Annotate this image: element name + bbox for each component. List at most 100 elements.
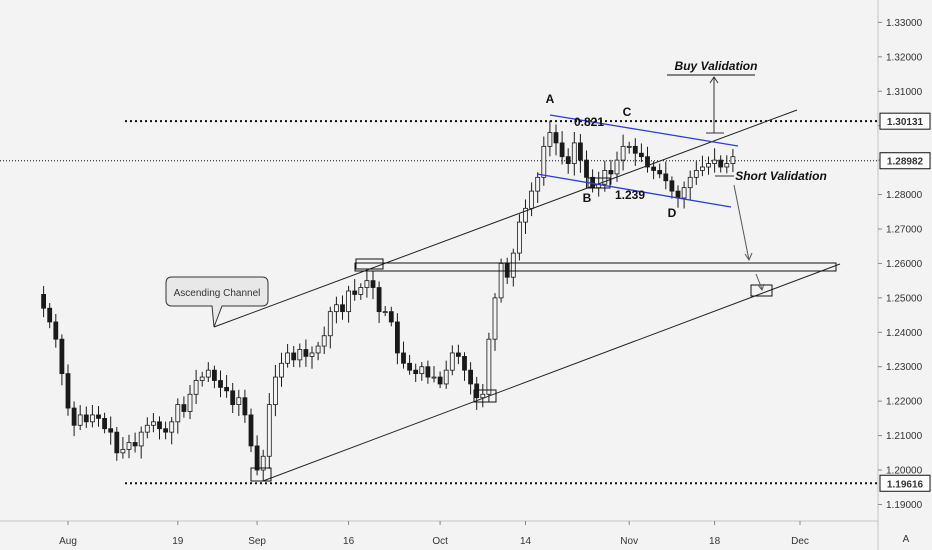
candle-body xyxy=(535,176,541,192)
candle-body xyxy=(449,352,455,371)
candle-body xyxy=(321,335,327,347)
candle-body xyxy=(388,311,394,323)
buy-arrow-head xyxy=(709,76,719,84)
support-zone xyxy=(354,262,837,272)
x-tick-label: Nov xyxy=(620,536,638,547)
candle-body xyxy=(474,383,480,399)
price-level-label: 1.28982 xyxy=(887,157,924,168)
candle-body xyxy=(486,338,492,395)
target-box xyxy=(750,284,773,297)
candle-body xyxy=(626,145,632,148)
candle-body xyxy=(700,166,705,171)
candle-body xyxy=(114,431,120,454)
candle-body xyxy=(602,170,608,185)
candle-body xyxy=(248,414,254,447)
candle-body xyxy=(163,428,169,433)
candle-body xyxy=(358,287,364,295)
candle-body xyxy=(462,356,467,371)
y-tick-label: 1.19000 xyxy=(886,500,923,511)
channel-lower-line xyxy=(262,263,841,482)
candle-body xyxy=(108,428,114,433)
x-tick-label: 16 xyxy=(343,536,355,547)
label-point-b: B xyxy=(583,191,592,205)
x-tick-label: 18 xyxy=(709,536,721,547)
y-tick-label: 1.32000 xyxy=(886,52,923,63)
candle-body xyxy=(419,366,425,375)
y-tick-label: 1.24000 xyxy=(886,328,923,339)
candle-body xyxy=(327,311,333,337)
candle-body xyxy=(718,159,724,168)
y-tick-label: 1.28000 xyxy=(886,190,923,201)
candle-body xyxy=(547,132,553,147)
candle-body xyxy=(657,170,663,175)
candle-body xyxy=(96,414,101,419)
price-level-badge xyxy=(879,152,931,170)
candle-body xyxy=(382,311,388,314)
candle-body xyxy=(578,142,583,161)
candle-body xyxy=(693,170,699,178)
candle-body xyxy=(510,252,516,278)
price-level-badge xyxy=(879,112,931,130)
candle-body xyxy=(455,352,461,357)
pivot-box xyxy=(355,258,384,270)
candle-body xyxy=(333,304,339,313)
candle-body xyxy=(266,404,272,457)
candle-body xyxy=(138,431,144,447)
y-tick-label: 1.26000 xyxy=(886,259,923,270)
candle-body xyxy=(370,280,376,288)
candle-body xyxy=(431,376,437,379)
candle-body xyxy=(315,345,321,354)
candle-body xyxy=(260,455,266,471)
candle-body xyxy=(394,321,400,354)
x-tick-label: 14 xyxy=(520,536,532,547)
candle-body xyxy=(340,304,345,313)
candle-body xyxy=(47,307,53,323)
candle-body xyxy=(364,280,370,288)
label-point-d: D xyxy=(668,206,677,220)
candle-body xyxy=(297,349,303,361)
candle-body xyxy=(645,156,650,168)
candle-body xyxy=(724,163,730,168)
x-tick-label: Sep xyxy=(248,536,266,547)
candle-body xyxy=(492,297,498,340)
y-tick-label: 1.20000 xyxy=(886,466,923,477)
candle-body xyxy=(517,221,522,254)
candle-body xyxy=(651,166,656,171)
candle-body xyxy=(553,132,559,144)
candle-body xyxy=(199,376,205,381)
price-level-label: 1.30131 xyxy=(887,117,924,128)
candle-body xyxy=(187,393,193,412)
candle-body xyxy=(541,145,547,178)
x-tick-label: Dec xyxy=(791,536,809,547)
candle-body xyxy=(559,142,565,158)
x-tick-label: Oct xyxy=(432,536,448,547)
candle-body xyxy=(712,159,717,164)
candle-body xyxy=(437,376,443,385)
short-arrow-line xyxy=(733,184,750,261)
candle-body xyxy=(425,366,431,378)
candle-body xyxy=(90,414,95,423)
candle-body xyxy=(285,352,291,364)
candle-body xyxy=(65,373,71,409)
candle-body xyxy=(352,290,358,295)
fib-ratio-upper: 0.821 xyxy=(574,115,604,129)
candle-body xyxy=(443,369,449,385)
candle-body xyxy=(706,163,711,168)
candle-body xyxy=(401,352,406,364)
candle-body xyxy=(132,442,138,447)
candle-body xyxy=(181,404,187,412)
candle-body xyxy=(413,369,419,375)
axis-auto-marker: A xyxy=(903,534,910,545)
candle-body xyxy=(669,180,675,192)
wedge-upper-line xyxy=(549,114,739,147)
candle-body xyxy=(614,159,620,175)
candle-body xyxy=(211,369,217,381)
wedge-lower-line xyxy=(536,173,732,208)
candle-body xyxy=(144,424,150,433)
candle-body xyxy=(498,263,504,299)
candle-body xyxy=(675,190,681,199)
channel-callout xyxy=(165,276,269,328)
candle-body xyxy=(687,176,693,189)
